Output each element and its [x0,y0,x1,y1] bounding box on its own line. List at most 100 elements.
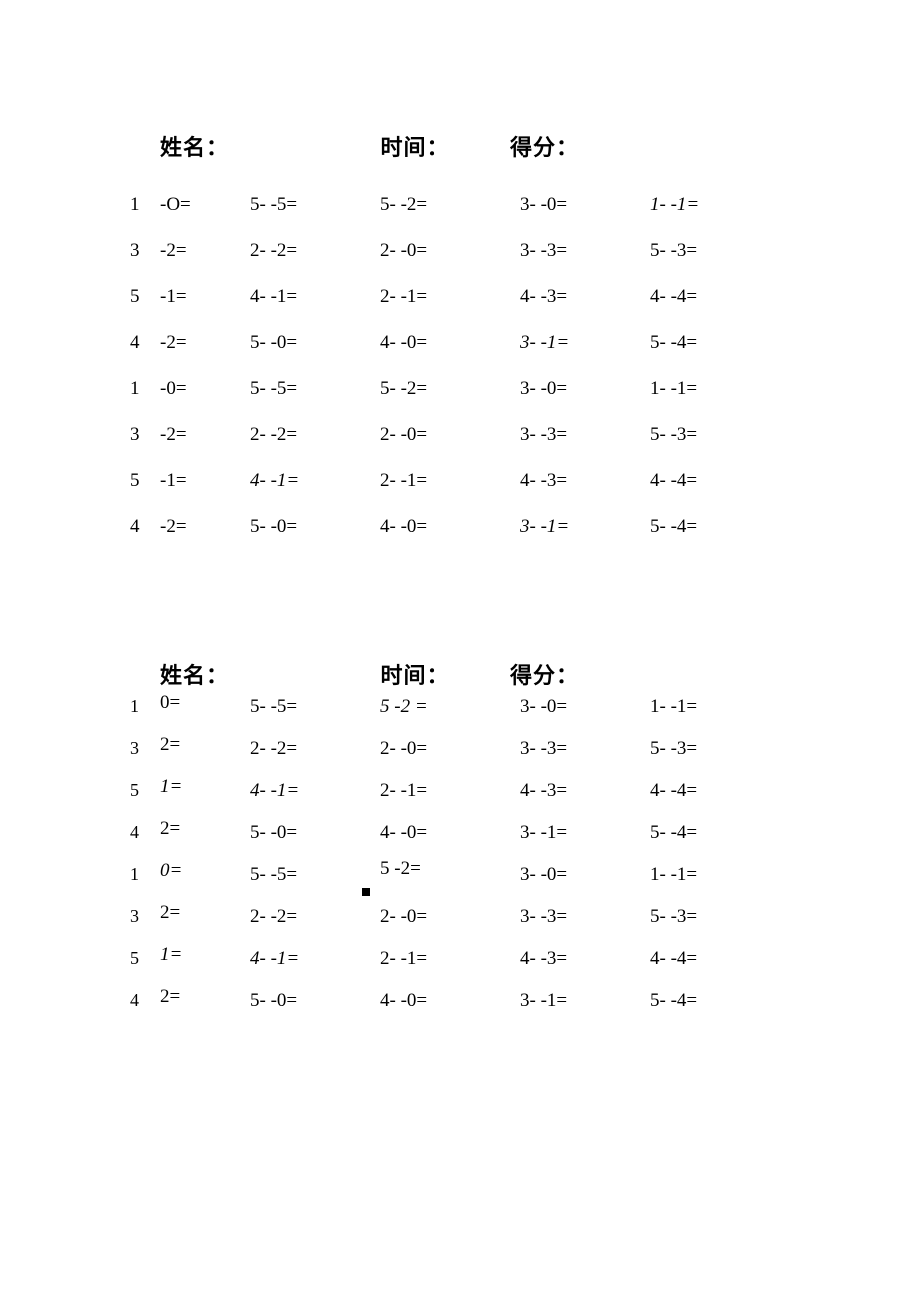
problem-text: -1= [150,470,187,492]
problem-row: 10=5- -5=5 -2 =3- -0=1- -1= [130,696,790,718]
problem-cell: 5- -0= [250,822,380,844]
problem-cell: 5- -0= [250,990,380,1012]
problem-row: 3-2=2- -2=2- -0=3- -3=5- -3= [130,240,790,262]
problem-row: 3-2=2- -2=2- -0=3- -3=5- -3= [130,424,790,446]
problem-cell: 5- -5= [250,378,380,400]
problem-cell: 3- -1= [520,822,650,844]
problem-cell: 32= [130,906,250,928]
problem-cell: 5- -4= [650,332,760,354]
problem-row: 32=2- -2=2- -0=3- -3=5- -3= [130,738,790,760]
problem-cell: 2- -2= [250,906,380,928]
problem-row: 32=2- -2=2- -0=3- -3=5- -3= [130,906,790,928]
problem-cell: 5- -4= [650,822,760,844]
first-number: 4 [130,822,148,843]
problem-cell: 5-1= [130,470,250,492]
problem-cell: 4- -1= [250,780,380,802]
problem-cell: 2- -2= [250,738,380,760]
problem-cell: 3- -3= [520,424,650,446]
label-score: 得分： [510,658,670,690]
problem-row: 42=5- -0=4- -0=3- -1=5- -4= [130,822,790,844]
problem-text: 1= [148,944,182,966]
problem-row: 4-2=5- -0=4- -0=3- -1=5- -4= [130,516,790,538]
problem-cell: 5- -0= [250,516,380,538]
problem-cell: 3- -3= [520,738,650,760]
problem-cell: 5- -3= [650,906,760,928]
problem-cell: 3- -1= [520,516,650,538]
problem-cell: 2- -2= [250,240,380,262]
problem-cell: 10= [130,864,250,886]
first-number: 5 [130,286,150,308]
problem-text: 2= [148,902,180,924]
problem-cell: 3- -0= [520,378,650,400]
problem-cell: 3-2= [130,240,250,262]
problem-cell: 4- -0= [380,990,520,1012]
problem-text: 0= [148,860,182,882]
problem-cell: 4- -1= [250,948,380,970]
problem-cell: 1-O= [130,194,250,216]
problem-cell: 4- -0= [380,332,520,354]
problem-cell: 2- -1= [380,948,520,970]
problem-cell: 5 -2 = [380,696,520,718]
marker-box [362,888,370,896]
problems-grid-2: 10=5- -5=5 -2 =3- -0=1- -1=32=2- -2=2- -… [130,696,790,1012]
problem-cell: 4- -3= [520,780,650,802]
problem-cell: 1-0= [130,378,250,400]
problem-cell: 4- -0= [380,822,520,844]
first-number: 4 [130,990,148,1011]
problem-cell: 4- -0= [380,516,520,538]
problem-cell: 42= [130,822,250,844]
problem-cell: 2- -1= [380,470,520,492]
problem-cell: 2- -0= [380,906,520,928]
first-number: 4 [130,332,150,354]
problem-cell: 5- -3= [650,240,760,262]
problem-text: 2= [148,734,180,756]
problem-text: -2= [150,332,187,354]
problem-cell: 5- -0= [250,332,380,354]
problem-cell: 5- -5= [250,864,380,886]
worksheet-1: 姓名： 时间： 得分： 1-O=5- -5=5- -2=3- -0=1- -1=… [130,130,790,538]
label-time: 时间： [320,130,510,162]
problem-cell: 2- -1= [380,286,520,308]
problem-cell: 51= [130,780,250,802]
first-number: 5 [130,780,148,801]
first-number: 3 [130,240,150,262]
problem-cell: 3- -1= [520,332,650,354]
first-number: 1 [130,378,150,400]
problem-cell: 51= [130,948,250,970]
problem-text: -O= [150,194,191,216]
problem-row: 42=5- -0=4- -0=3- -1=5- -4= [130,990,790,1012]
problem-cell: 3- -1= [520,990,650,1012]
problem-row: 51=4- -1=2- -1=4- -3=4- -4= [130,948,790,970]
problem-cell: 2- -1= [380,780,520,802]
problem-cell: 5- -2= [380,378,520,400]
problem-cell: 3- -3= [520,240,650,262]
problem-cell: 5-1= [130,286,250,308]
first-number: 3 [130,424,150,446]
problem-cell: 2- -0= [380,424,520,446]
problem-text: -2= [150,516,187,538]
problem-row: 10=5- -5=5 -2=3- -0=1- -1= [130,864,790,886]
problem-cell: 1- -1= [650,864,760,886]
problem-cell: 5- -4= [650,516,760,538]
problem-cell: 5- -3= [650,424,760,446]
label-name: 姓名： [160,130,320,162]
problem-cell: 2- -0= [380,738,520,760]
problem-cell: 4- -3= [520,470,650,492]
label-time: 时间： [320,658,510,690]
problem-row: 51=4- -1=2- -1=4- -3=4- -4= [130,780,790,802]
first-number: 3 [130,738,148,759]
problem-cell: 5- -5= [250,194,380,216]
first-number: 1 [130,864,148,885]
problem-cell: 5- -4= [650,990,760,1012]
problem-text: -1= [150,286,187,308]
problem-text: -2= [150,424,187,446]
first-number: 5 [130,470,150,492]
worksheet-2: 姓名： 时间： 得分： 10=5- -5=5 -2 =3- -0=1- -1=3… [130,658,790,1012]
problem-cell: 3- -0= [520,864,650,886]
problem-cell: 1- -1= [650,696,760,718]
problem-cell: 3- -0= [520,194,650,216]
problem-cell: 3- -3= [520,906,650,928]
problem-cell: 10= [130,696,250,718]
problem-cell: 1- -1= [650,194,760,216]
problem-row: 5-1=4- -1=2- -1=4- -3=4- -4= [130,286,790,308]
